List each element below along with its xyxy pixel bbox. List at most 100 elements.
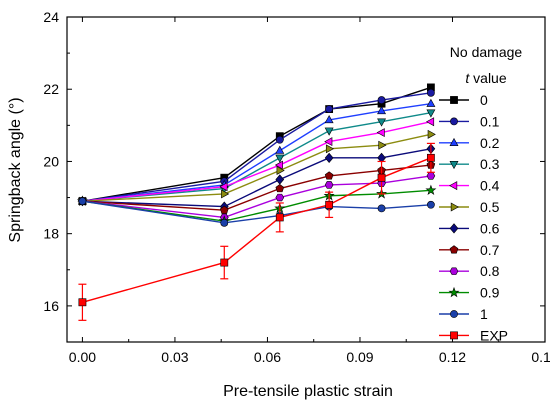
data-point bbox=[220, 258, 229, 267]
legend-item: 0.5 bbox=[439, 199, 500, 215]
data-point bbox=[275, 145, 285, 154]
data-point bbox=[425, 117, 435, 127]
data-point bbox=[426, 109, 436, 118]
legend-marker bbox=[449, 161, 459, 170]
legend-label: 0.9 bbox=[480, 285, 500, 301]
legend-subtitle-rest: value bbox=[469, 70, 507, 86]
legend-item: 0.7 bbox=[439, 242, 500, 258]
legend-marker bbox=[450, 310, 458, 318]
data-point bbox=[426, 98, 436, 107]
y-axis-label: Springback angle (°) bbox=[7, 97, 24, 242]
axes: 0.00 0.03 0.06 0.09 0.12 0.15 16 18 20 22 24 bbox=[43, 9, 550, 365]
x-tick-label: 0.15 bbox=[531, 349, 550, 365]
legend-title: No damage bbox=[450, 44, 523, 60]
data-point bbox=[426, 88, 435, 97]
series-0.4 bbox=[77, 117, 435, 206]
legend-marker bbox=[449, 137, 459, 146]
data-point bbox=[324, 137, 333, 147]
data-point bbox=[324, 127, 334, 136]
legend-item: 1 bbox=[439, 306, 488, 322]
series-1 bbox=[78, 197, 435, 227]
data-point bbox=[426, 200, 435, 209]
data-point bbox=[221, 189, 230, 199]
data-point bbox=[325, 200, 334, 209]
data-point bbox=[426, 153, 435, 162]
series-line bbox=[82, 102, 431, 202]
data-point bbox=[377, 105, 387, 115]
data-point bbox=[275, 154, 285, 163]
x-tick-label: 0.12 bbox=[439, 349, 466, 365]
data-point bbox=[378, 140, 387, 150]
legend-item: 0.6 bbox=[439, 220, 500, 236]
legend-label: 0.2 bbox=[480, 135, 500, 151]
data-point bbox=[377, 96, 386, 104]
data-point bbox=[426, 172, 436, 180]
legend-label: 0.5 bbox=[480, 199, 500, 215]
data-point bbox=[275, 174, 285, 185]
data-point bbox=[276, 166, 285, 175]
legend-label: 0.3 bbox=[480, 156, 500, 172]
series-line bbox=[82, 148, 432, 208]
data-point bbox=[275, 193, 285, 202]
data-point bbox=[219, 205, 229, 214]
data-point bbox=[377, 204, 386, 213]
data-point bbox=[324, 114, 334, 124]
series-line bbox=[82, 189, 431, 222]
data-point bbox=[377, 118, 387, 127]
legend-item: 0.2 bbox=[439, 135, 500, 151]
series-EXP bbox=[78, 142, 435, 321]
data-point bbox=[324, 181, 334, 189]
legend-item: 0 bbox=[439, 92, 488, 108]
y-tick-label: 24 bbox=[43, 9, 59, 25]
series-line bbox=[82, 121, 432, 202]
data-point bbox=[275, 184, 285, 193]
legend-marker bbox=[449, 245, 459, 254]
legend-item: 0.1 bbox=[439, 113, 500, 129]
legend-marker bbox=[448, 286, 460, 298]
data-point bbox=[324, 171, 334, 180]
legend-marker bbox=[450, 117, 458, 126]
legend-label: 0.4 bbox=[480, 178, 500, 194]
y-tick-label: 16 bbox=[43, 298, 59, 314]
data-point bbox=[78, 197, 87, 206]
series-line bbox=[82, 92, 431, 202]
legend-label: 0 bbox=[480, 92, 488, 108]
legend-marker bbox=[449, 181, 458, 191]
x-axis-label: Pre-tensile plastic strain bbox=[223, 383, 393, 400]
legend-label: 0.6 bbox=[480, 220, 500, 236]
data-point bbox=[78, 298, 87, 307]
series-line bbox=[82, 175, 431, 219]
y-tick-label: 20 bbox=[43, 153, 59, 169]
legend-item: 0.4 bbox=[439, 178, 500, 194]
data-point bbox=[425, 184, 437, 195]
series-line bbox=[82, 157, 432, 303]
legend-label: 0.8 bbox=[480, 263, 500, 279]
legend-item: 0.3 bbox=[439, 156, 500, 172]
legend-marker bbox=[450, 96, 458, 104]
legend-marker bbox=[450, 202, 459, 212]
series-line bbox=[82, 164, 431, 211]
legend: No damage t value 0 0.1 0.2 0.3 0.4 0.5 0.6 0.7… bbox=[439, 44, 522, 343]
x-tick-label: 0.09 bbox=[346, 349, 373, 365]
legend-marker bbox=[450, 331, 458, 340]
series-line bbox=[82, 112, 432, 202]
data-point bbox=[275, 213, 284, 222]
series-line bbox=[82, 86, 432, 202]
series-layer bbox=[76, 83, 437, 321]
legend-subtitle: t value bbox=[465, 70, 506, 86]
x-tick-label: 0.03 bbox=[161, 349, 188, 365]
data-point bbox=[377, 173, 386, 182]
legend-label: EXP bbox=[480, 327, 508, 343]
legend-item: EXP bbox=[439, 327, 508, 343]
data-point bbox=[325, 105, 334, 113]
legend-label: 0.7 bbox=[480, 242, 500, 258]
data-point bbox=[325, 144, 335, 154]
data-point bbox=[427, 129, 436, 139]
x-tick-label: 0.00 bbox=[69, 349, 96, 365]
y-tick-label: 22 bbox=[43, 81, 59, 97]
data-point bbox=[376, 128, 385, 138]
plot-frame bbox=[66, 16, 546, 343]
data-point bbox=[219, 182, 228, 192]
legend-marker bbox=[449, 223, 459, 234]
